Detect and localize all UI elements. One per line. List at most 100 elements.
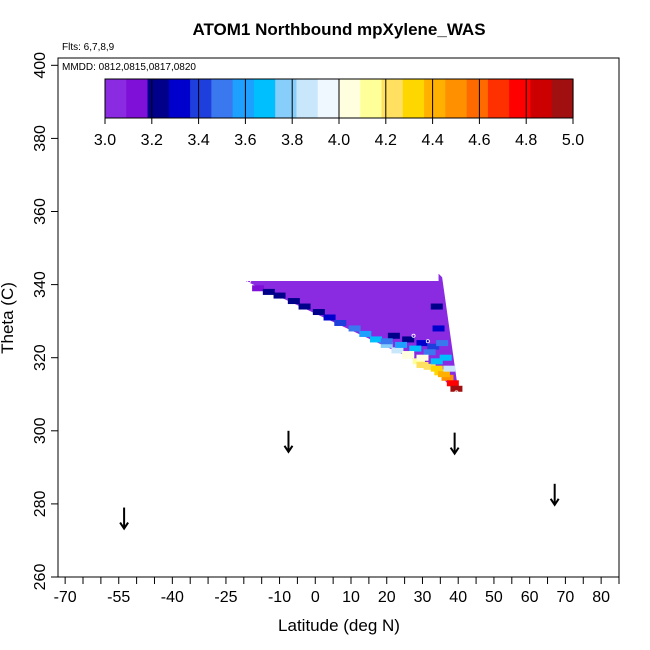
x-tick-label: -70 bbox=[54, 589, 77, 606]
x-axis: -70 -55 -40 -25 -10 0 10 20 30 40 50 60 70 80 bbox=[54, 577, 620, 606]
colorbar-tick-label: 4.4 bbox=[421, 132, 443, 149]
x-tick-label: 20 bbox=[378, 589, 396, 606]
heatmap-cell bbox=[273, 292, 286, 299]
colorbar-swatch bbox=[360, 79, 383, 118]
colorbar-swatch bbox=[168, 79, 191, 118]
heatmap-cell bbox=[430, 365, 443, 372]
colorbar-tick-label: 4.2 bbox=[375, 132, 397, 149]
down-arrow-icon bbox=[119, 507, 129, 531]
heatmap-cell bbox=[446, 380, 459, 387]
heatmap-cell bbox=[323, 314, 336, 321]
sample-point bbox=[247, 278, 252, 283]
y-tick-label: 320 bbox=[32, 344, 49, 371]
sample-point bbox=[454, 390, 459, 395]
sample-point bbox=[425, 339, 430, 344]
heatmap-cell bbox=[380, 341, 393, 348]
colorbar-swatch bbox=[232, 79, 255, 118]
colorbar-swatch bbox=[424, 79, 446, 118]
sample-point bbox=[436, 269, 441, 274]
heatmap-cell bbox=[416, 362, 429, 369]
heatmap-cell bbox=[312, 309, 325, 316]
colorbar-tick-label: 3.4 bbox=[187, 132, 209, 149]
heatmap-cell bbox=[443, 365, 456, 372]
x-tick-label: -55 bbox=[107, 589, 130, 606]
heatmap-cell bbox=[370, 336, 383, 343]
colorbar-tick-label: 4.0 bbox=[328, 132, 350, 149]
colorbar-tick-label: 4.6 bbox=[468, 132, 490, 149]
colorbar-swatch bbox=[509, 79, 532, 118]
colorbar-swatch bbox=[317, 79, 340, 118]
heatmap-cell bbox=[262, 288, 275, 295]
x-tick-label: 40 bbox=[449, 589, 467, 606]
heatmap-cell bbox=[412, 358, 425, 365]
x-tick-label: 70 bbox=[557, 589, 575, 606]
colorbar-swatch bbox=[445, 79, 468, 118]
arrow-head bbox=[449, 447, 460, 456]
down-arrow-icon bbox=[283, 430, 294, 454]
x-tick-label: 10 bbox=[342, 589, 360, 606]
colorbar-swatch bbox=[530, 79, 553, 118]
y-tick-label: 280 bbox=[32, 490, 49, 517]
fill-region bbox=[245, 273, 459, 391]
heatmap-cell bbox=[359, 330, 372, 337]
colorbar-tick-label: 5.0 bbox=[562, 132, 584, 149]
heatmap-cell bbox=[380, 338, 393, 345]
heatmap-cell bbox=[402, 336, 415, 343]
colorbar-swatch bbox=[211, 79, 234, 118]
heatmap-cell bbox=[439, 354, 452, 361]
dates-note: MMDD: 0812,0815,0817,0820 bbox=[62, 62, 196, 73]
x-tick-label: 50 bbox=[485, 589, 503, 606]
arrow-head bbox=[549, 498, 560, 507]
colorbar-swatch bbox=[105, 79, 127, 118]
colorbar-swatch bbox=[402, 79, 425, 118]
y-tick-label: 360 bbox=[32, 198, 49, 225]
heatmap-cell bbox=[287, 298, 300, 305]
y-axis: 260 280 300 320 340 360 380 400 bbox=[32, 52, 58, 590]
heatmap-cell bbox=[423, 349, 436, 356]
sample-points-layer bbox=[247, 269, 459, 395]
colorbar-swatch bbox=[487, 79, 510, 118]
y-axis-label: Theta (C) bbox=[0, 282, 17, 354]
x-axis-label: Latitude (deg N) bbox=[278, 616, 400, 635]
heatmap-layer bbox=[245, 273, 463, 392]
flights-note: Flts: 6,7,8,9 bbox=[62, 42, 115, 53]
heatmap-cell bbox=[409, 345, 422, 352]
heatmap-cell bbox=[395, 341, 408, 348]
chart-title: ATOM1 Northbound mpXylene_WAS bbox=[192, 20, 485, 39]
colorbar-swatch bbox=[466, 79, 489, 118]
y-tick-label: 400 bbox=[32, 52, 49, 79]
heatmap-cell bbox=[298, 303, 311, 310]
x-tick-label: -40 bbox=[161, 589, 184, 606]
arrows-layer bbox=[119, 430, 560, 531]
colorbar: 3.0 3.2 3.4 3.6 3.8 4.0 4.2 4.4 4.6 4.8 5.0 bbox=[94, 78, 584, 149]
x-tick-label: -10 bbox=[268, 589, 291, 606]
heatmap-cell bbox=[437, 371, 450, 378]
colorbar-swatch bbox=[190, 79, 212, 118]
plot-frame bbox=[57, 57, 620, 578]
heatmap-cell bbox=[402, 351, 415, 358]
heatmap-cell bbox=[423, 363, 436, 370]
sample-point bbox=[411, 333, 416, 338]
down-arrow-icon bbox=[449, 432, 460, 456]
heatmap-cell bbox=[391, 347, 404, 354]
heatmap-cell bbox=[416, 354, 429, 361]
colorbar-swatch bbox=[296, 79, 319, 118]
heatmap-cell bbox=[441, 374, 454, 381]
heatmap-cell bbox=[387, 332, 400, 339]
heatmap-cell bbox=[430, 303, 443, 310]
colorbar-tick-label: 3.2 bbox=[141, 132, 163, 149]
heatmap-cell bbox=[416, 340, 429, 347]
heatmap-cell bbox=[436, 340, 449, 347]
heatmap-cell bbox=[450, 385, 463, 392]
colorbar-tick-label: 3.6 bbox=[234, 132, 256, 149]
heatmap-cell bbox=[430, 358, 443, 365]
heatmap-cell bbox=[252, 285, 265, 292]
y-tick-label: 300 bbox=[32, 417, 49, 444]
arrow-head bbox=[283, 445, 294, 454]
heatmap-cell bbox=[334, 319, 347, 326]
heatmap-cell bbox=[427, 343, 440, 350]
colorbar-tick-label: 3.0 bbox=[94, 132, 116, 149]
colorbar-swatch bbox=[253, 79, 276, 118]
x-tick-label: 0 bbox=[311, 589, 320, 606]
